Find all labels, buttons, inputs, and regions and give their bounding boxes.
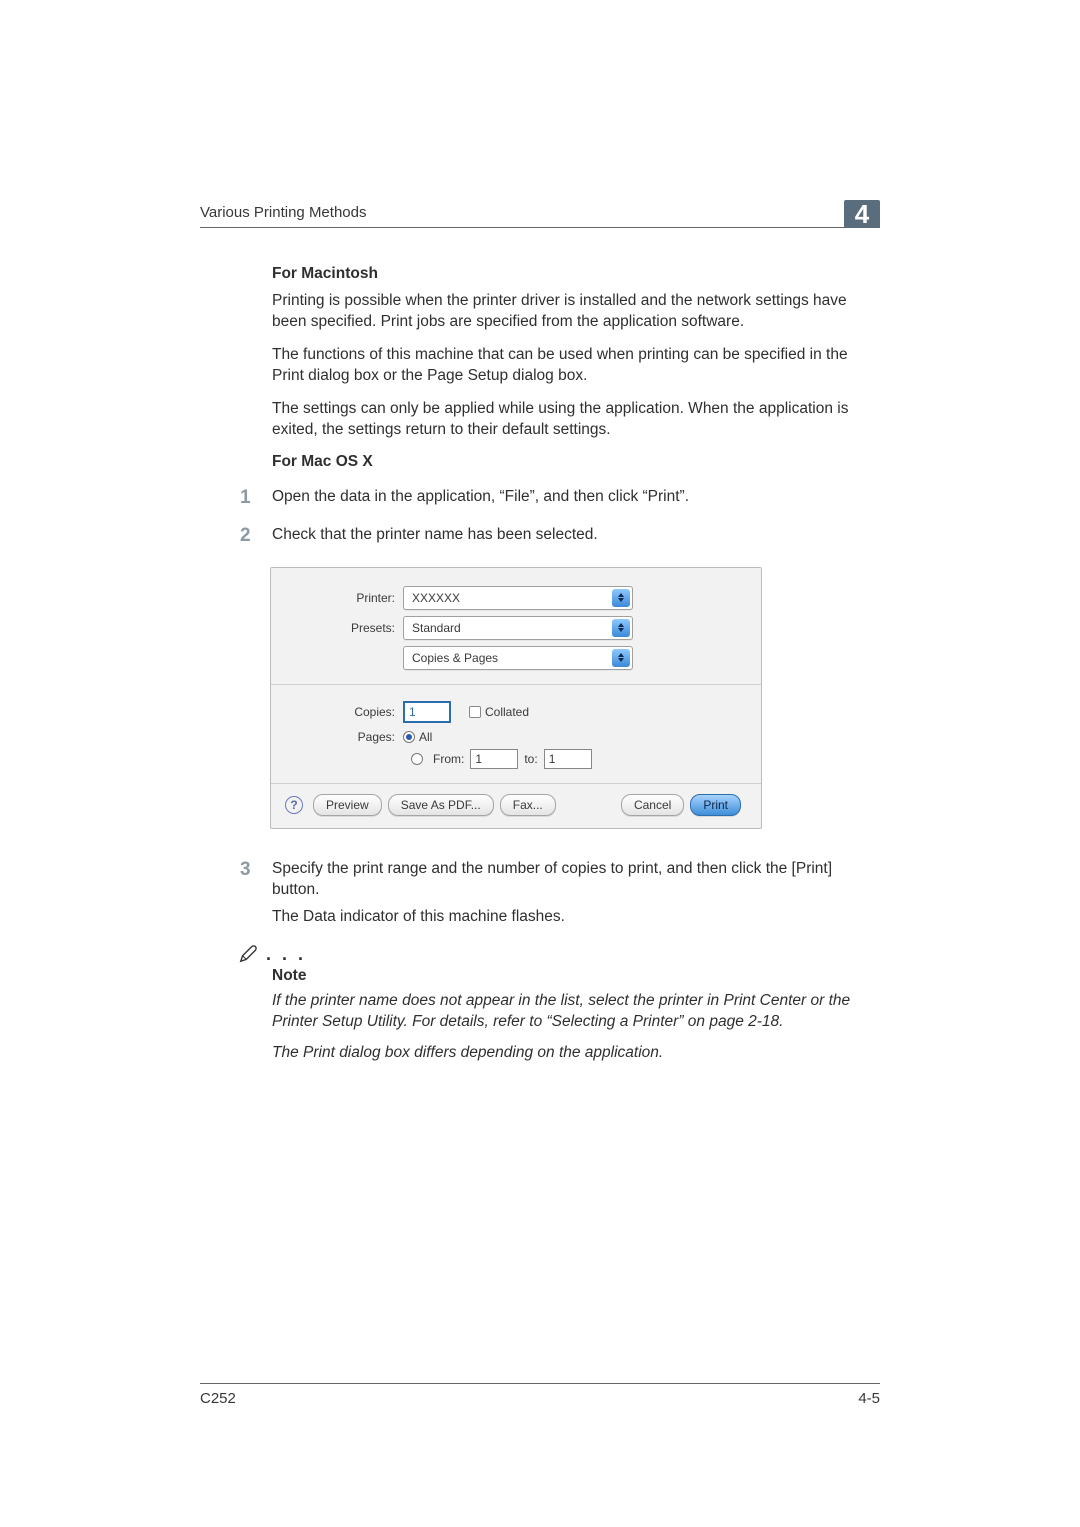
print-dialog: Printer: XXXXXX Presets: Standard bbox=[270, 567, 762, 830]
fax-button[interactable]: Fax... bbox=[500, 794, 556, 816]
presets-select-value: Standard bbox=[412, 620, 461, 636]
footer-page-number: 4-5 bbox=[858, 1390, 880, 1407]
chapter-badge: 4 bbox=[844, 200, 880, 228]
dropdown-arrows-icon bbox=[612, 649, 630, 667]
note-label: Note bbox=[272, 966, 880, 987]
step-number: 1 bbox=[240, 485, 272, 511]
help-icon[interactable]: ? bbox=[285, 796, 303, 814]
pages-all-radio[interactable] bbox=[403, 731, 415, 743]
heading-macintosh: For Macintosh bbox=[272, 264, 880, 285]
dropdown-arrows-icon bbox=[612, 589, 630, 607]
from-input[interactable]: 1 bbox=[470, 749, 518, 769]
body-paragraph: Printing is possible when the printer dr… bbox=[272, 291, 880, 333]
save-as-pdf-button[interactable]: Save As PDF... bbox=[388, 794, 494, 816]
section-title: Various Printing Methods bbox=[200, 204, 366, 227]
copies-input[interactable]: 1 bbox=[403, 701, 451, 723]
note-paragraph: If the printer name does not appear in t… bbox=[272, 991, 880, 1033]
collated-checkbox[interactable] bbox=[469, 706, 481, 718]
pen-icon bbox=[238, 942, 260, 964]
print-button[interactable]: Print bbox=[690, 794, 741, 816]
body-paragraph: The functions of this machine that can b… bbox=[272, 345, 880, 387]
presets-label: Presets: bbox=[295, 620, 403, 636]
panel-select-value: Copies & Pages bbox=[412, 650, 498, 666]
heading-macosx: For Mac OS X bbox=[272, 452, 880, 473]
presets-select[interactable]: Standard bbox=[403, 616, 633, 640]
step-text: Check that the printer name has been sel… bbox=[272, 523, 880, 546]
cancel-button[interactable]: Cancel bbox=[621, 794, 684, 816]
step-item: 2 Check that the printer name has been s… bbox=[240, 523, 880, 549]
step-number: 2 bbox=[240, 523, 272, 549]
note-paragraph: The Print dialog box differs depending o… bbox=[272, 1043, 880, 1064]
panel-select[interactable]: Copies & Pages bbox=[403, 646, 633, 670]
step-number: 3 bbox=[240, 857, 272, 883]
pages-label: Pages: bbox=[295, 729, 403, 745]
dropdown-arrows-icon bbox=[612, 619, 630, 637]
step-item: 1 Open the data in the application, “Fil… bbox=[240, 485, 880, 511]
printer-select[interactable]: XXXXXX bbox=[403, 586, 633, 610]
copies-label: Copies: bbox=[295, 704, 403, 720]
note-icon-row: . . . bbox=[238, 942, 880, 964]
footer-model: C252 bbox=[200, 1390, 236, 1407]
step-text: The Data indicator of this machine flash… bbox=[272, 907, 880, 928]
step-text: Specify the print range and the number o… bbox=[272, 859, 880, 901]
collated-label: Collated bbox=[485, 704, 529, 720]
pages-range-radio[interactable] bbox=[411, 753, 423, 765]
from-label: From: bbox=[433, 751, 464, 767]
page-footer: C252 4-5 bbox=[200, 1383, 880, 1407]
to-input[interactable]: 1 bbox=[544, 749, 592, 769]
pages-all-label: All bbox=[419, 729, 432, 745]
page-header: Various Printing Methods 4 bbox=[200, 200, 880, 228]
step-item: 3 Specify the print range and the number… bbox=[240, 857, 880, 928]
step-text: Open the data in the application, “File”… bbox=[272, 485, 880, 508]
note-dots: . . . bbox=[266, 942, 306, 966]
to-label: to: bbox=[524, 751, 537, 767]
preview-button[interactable]: Preview bbox=[313, 794, 382, 816]
printer-select-value: XXXXXX bbox=[412, 590, 460, 606]
body-paragraph: The settings can only be applied while u… bbox=[272, 399, 880, 441]
printer-label: Printer: bbox=[295, 590, 403, 606]
